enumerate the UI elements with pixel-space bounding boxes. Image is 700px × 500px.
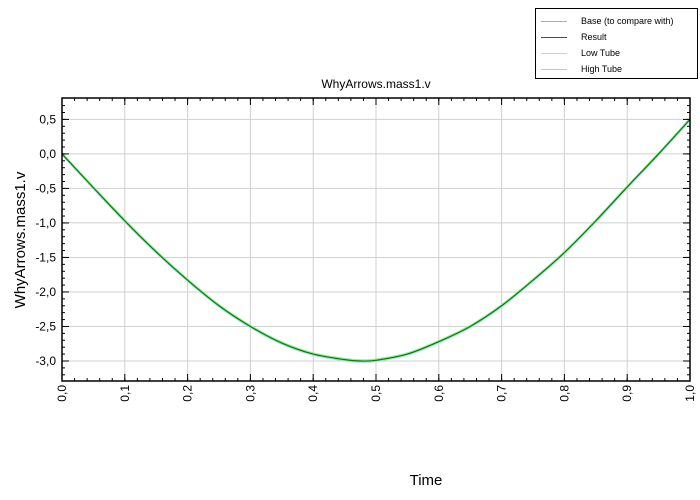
x-tick-label: 0,2 — [181, 385, 195, 402]
y-tick-label: -2,5 — [35, 319, 56, 333]
x-tick-label: 0,4 — [306, 385, 320, 402]
legend-item-low-tube: Low Tube — [541, 46, 620, 60]
y-tick-label: -2,0 — [35, 285, 56, 299]
y-tick-label: -1,0 — [35, 216, 56, 230]
legend-item-base: Base (to compare with) — [541, 14, 674, 28]
legend-swatch — [541, 52, 567, 54]
y-tick-label: -0,5 — [35, 181, 56, 195]
x-tick-label: 1,0 — [683, 385, 697, 402]
legend-label: Result — [581, 32, 607, 42]
series-line-high-tube — [61, 117, 691, 361]
series-line-result — [61, 118, 691, 362]
y-tick-label: 0,5 — [39, 112, 56, 126]
x-tick-label: 0,1 — [118, 385, 132, 402]
legend-swatch — [541, 68, 567, 70]
legend-label: High Tube — [581, 64, 623, 74]
legend-label: Base (to compare with) — [581, 16, 674, 26]
legend-swatch — [541, 36, 567, 38]
y-axis-label: WhyArrows.mass1.v — [12, 171, 29, 308]
x-tick-label: 0,3 — [243, 385, 257, 402]
chart-title: WhyArrows.mass1.v — [321, 77, 430, 91]
x-tick-label: 0,6 — [432, 385, 446, 402]
legend-item-high-tube: High Tube — [541, 62, 622, 76]
y-tick-label: -3,0 — [35, 354, 56, 368]
x-tick-label: 0,0 — [55, 385, 69, 402]
series-line-low-tube — [61, 119, 691, 363]
x-tick-label: 0,5 — [369, 385, 383, 402]
x-tick-label: 0,7 — [495, 385, 509, 402]
legend-label: Low Tube — [581, 48, 621, 58]
x-axis-label: Time — [410, 472, 443, 489]
y-tick-label: -1,5 — [35, 250, 56, 264]
x-tick-label: 0,8 — [557, 385, 571, 402]
legend: Base (to compare with) Result Low Tube H… — [535, 8, 698, 79]
x-tick-label: 0,9 — [620, 385, 634, 402]
legend-item-result: Result — [541, 30, 607, 44]
y-tick-label: 0,0 — [39, 147, 56, 161]
legend-swatch — [541, 20, 567, 22]
